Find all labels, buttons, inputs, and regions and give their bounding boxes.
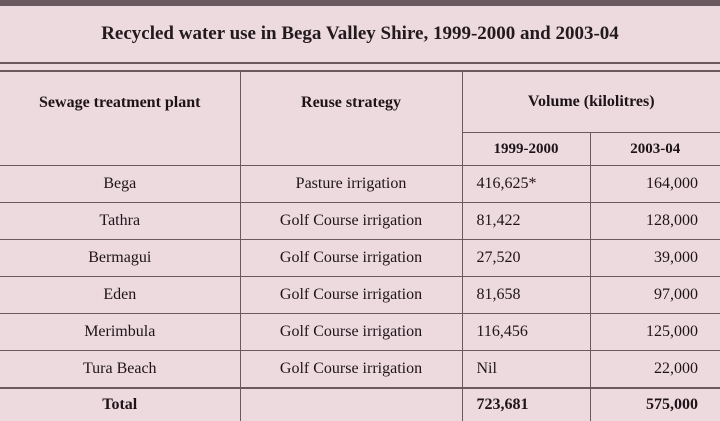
- cell-volume-1: 81,658: [461, 276, 591, 314]
- table-frame: [0, 0, 720, 6]
- cell-strategy: Golf Course irrigation: [239, 239, 463, 277]
- total-volume-1: 723,681: [461, 387, 591, 421]
- cell-strategy: Golf Course irrigation: [239, 276, 463, 314]
- cell-volume-2: 125,000: [589, 313, 720, 351]
- recycled-water-table: Sewage treatment plant Reuse strategy Vo…: [0, 70, 720, 421]
- total-row: Total 723,681 575,000: [0, 387, 720, 421]
- cell-plant: Tura Beach: [0, 350, 241, 389]
- table-row: Bega Pasture irrigation 416,625* 164,000: [0, 165, 720, 203]
- cell-volume-1: 116,456: [461, 313, 591, 351]
- cell-plant: Bega: [0, 165, 241, 203]
- table-title: Recycled water use in Bega Valley Shire,…: [0, 6, 720, 64]
- total-label: Total: [0, 387, 241, 421]
- cell-strategy: Golf Course irrigation: [239, 350, 463, 389]
- cell-plant: Eden: [0, 276, 241, 314]
- total-volume-2: 575,000: [589, 387, 720, 421]
- table-row: Eden Golf Course irrigation 81,658 97,00…: [0, 276, 720, 314]
- total-strategy: [239, 387, 463, 421]
- cell-volume-2: 164,000: [589, 165, 720, 203]
- cell-plant: Tathra: [0, 202, 241, 240]
- cell-strategy: Pasture irrigation: [239, 165, 463, 203]
- header-plant: Sewage treatment plant: [0, 70, 241, 166]
- cell-volume-1: 416,625*: [461, 165, 591, 203]
- cell-volume-2: 128,000: [589, 202, 720, 240]
- cell-plant: Merimbula: [0, 313, 241, 351]
- header-strategy: Reuse strategy: [239, 70, 463, 166]
- table-row: Tathra Golf Course irrigation 81,422 128…: [0, 202, 720, 240]
- cell-strategy: Golf Course irrigation: [239, 202, 463, 240]
- cell-volume-2: 22,000: [589, 350, 720, 389]
- cell-strategy: Golf Course irrigation: [239, 313, 463, 351]
- cell-volume-2: 39,000: [589, 239, 720, 277]
- cell-volume-1: 27,520: [461, 239, 591, 277]
- header-year-2: 2003-04: [589, 132, 720, 166]
- cell-volume-1: 81,422: [461, 202, 591, 240]
- cell-volume-1: Nil: [461, 350, 591, 389]
- table-row: Tura Beach Golf Course irrigation Nil 22…: [0, 350, 720, 389]
- header-year-1: 1999-2000: [462, 132, 591, 166]
- title-gap: [0, 64, 720, 70]
- header-volume: Volume (kilolitres): [461, 70, 720, 133]
- cell-plant: Bermagui: [0, 239, 241, 277]
- table-row: Bermagui Golf Course irrigation 27,520 3…: [0, 239, 720, 277]
- table-row: Merimbula Golf Course irrigation 116,456…: [0, 313, 720, 351]
- cell-volume-2: 97,000: [589, 276, 720, 314]
